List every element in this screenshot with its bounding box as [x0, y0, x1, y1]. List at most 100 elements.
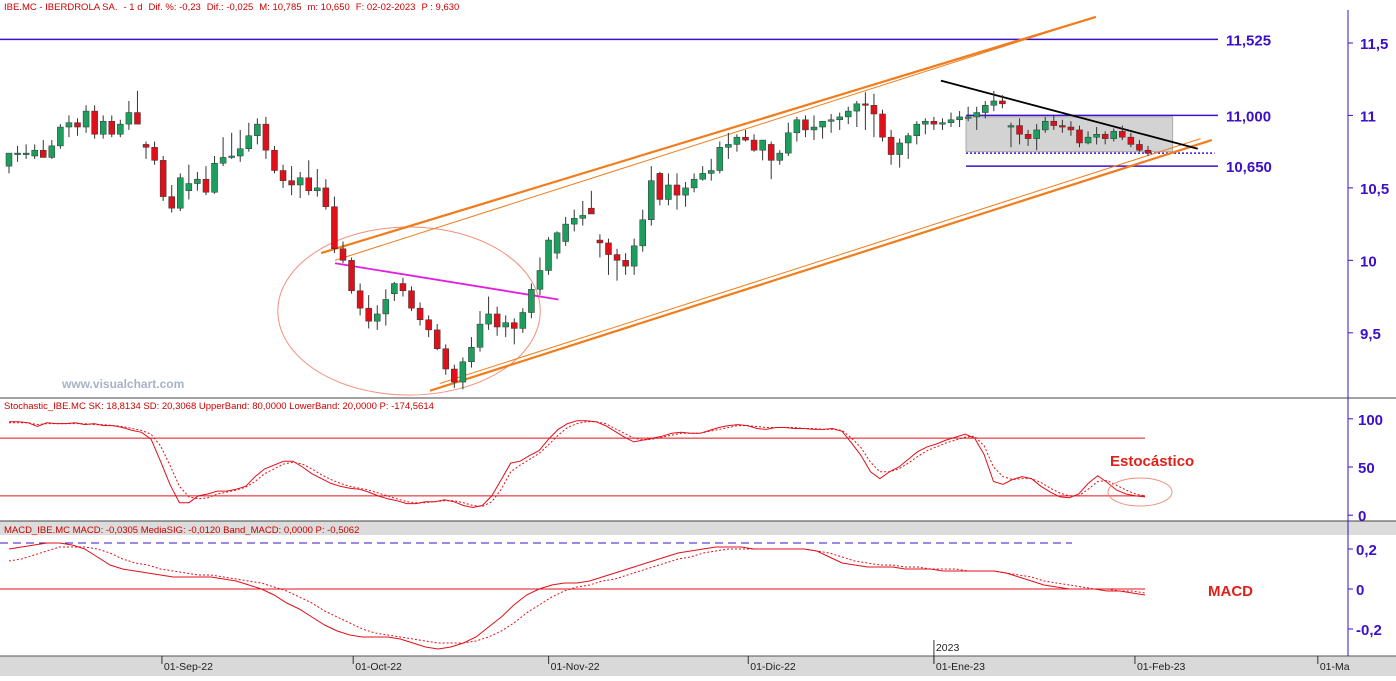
- candle-body: [887, 136, 895, 155]
- candle-body: [845, 110, 852, 118]
- candle-body: [742, 136, 749, 141]
- candle-body: [1076, 129, 1083, 144]
- level-label: 10,650: [1226, 159, 1272, 176]
- candle-body: [194, 178, 201, 184]
- candle-body: [219, 157, 227, 164]
- candle-body: [134, 112, 141, 125]
- candle-body: [630, 245, 638, 267]
- candle-body: [65, 122, 73, 128]
- candle-body: [947, 119, 955, 123]
- candle-body: [262, 123, 270, 151]
- candle-body: [896, 142, 903, 155]
- header-price: P : 9,630: [421, 2, 460, 13]
- stochastic-annotation: Estocástico: [1110, 453, 1195, 470]
- candle-body: [793, 119, 801, 134]
- candle-body: [288, 180, 295, 186]
- x-tick-label: 01-Nov-22: [551, 661, 600, 673]
- candle-body: [408, 290, 415, 309]
- macd-line-mediasig: [8, 546, 1146, 644]
- candle-body: [331, 206, 338, 249]
- candle-body: [1016, 125, 1023, 135]
- candle-body: [433, 329, 441, 349]
- candle-body: [648, 180, 655, 221]
- candle-body: [870, 105, 878, 115]
- candle-body: [956, 116, 963, 121]
- candle-body: [802, 119, 809, 131]
- candle-body: [939, 122, 946, 125]
- price-y-tick-label: 11,5: [1360, 36, 1388, 53]
- macd-y-tick-label: -0,2: [1356, 622, 1382, 639]
- panel-gap-1: [0, 398, 1396, 408]
- candle-body: [185, 183, 193, 192]
- candle-body: [365, 307, 372, 322]
- candle-body: [613, 254, 621, 261]
- candle-body: [1041, 120, 1049, 131]
- candle-body: [596, 239, 604, 244]
- candle-body: [1067, 126, 1075, 131]
- x-tick-label: 01-Sep-22: [164, 661, 213, 673]
- candle-body: [690, 178, 698, 189]
- macd-y-tick-label: 0,2: [1356, 542, 1377, 559]
- candle-body: [879, 113, 886, 138]
- candle-body: [40, 149, 47, 158]
- candle-body: [416, 307, 424, 321]
- stochastic-y-tick-label: 50: [1358, 460, 1375, 477]
- candle-body: [776, 152, 784, 161]
- candle-body: [639, 219, 646, 247]
- x-tick-label: 01-Ma: [1320, 661, 1350, 673]
- candle-body: [202, 178, 210, 193]
- candle-body: [750, 139, 758, 151]
- stochastic-y-tick-label: 0: [1358, 508, 1366, 525]
- stochastic-line-sk: [9, 420, 1146, 509]
- candle-body: [22, 152, 30, 155]
- candle-body: [485, 313, 492, 325]
- candles-group: [5, 90, 1152, 390]
- candle-body: [451, 368, 458, 383]
- candle-body: [827, 119, 835, 122]
- candle-body: [579, 215, 587, 219]
- x-tick-label: 01-Feb-23: [1137, 661, 1186, 673]
- candle-body: [570, 218, 578, 225]
- candle-body: [476, 323, 484, 348]
- candle-body: [990, 100, 998, 106]
- candle-body: [279, 170, 287, 181]
- candle-body: [1050, 120, 1058, 126]
- candle-body: [425, 319, 432, 331]
- header-dif-pct: Dif. %: -0,23: [148, 2, 201, 13]
- candle-body: [356, 290, 364, 309]
- candle-body: [305, 177, 312, 192]
- candle-body: [1007, 125, 1015, 128]
- header-dif: Dif.: -0,025: [206, 2, 254, 13]
- price-panel-header: IBE.MC - IBERDROLA SA. - 1 d Dif. %: -0,23…: [4, 2, 465, 13]
- candle-body: [922, 120, 929, 125]
- trendline-downtrend: [940, 79, 1198, 150]
- candle-body: [31, 149, 38, 157]
- candle-body: [622, 260, 629, 267]
- candle-body: [468, 347, 475, 363]
- candle-body: [1127, 136, 1135, 145]
- candle-body: [528, 289, 535, 313]
- candle-body: [151, 147, 158, 161]
- candle-body: [14, 152, 21, 155]
- level-label: 11,000: [1226, 108, 1271, 125]
- candle-body: [536, 270, 544, 290]
- candle-body: [1033, 129, 1040, 139]
- candle-body: [228, 155, 235, 158]
- stochastic-ellipse: [1107, 477, 1173, 507]
- candle-body: [1119, 131, 1126, 138]
- candle-body: [391, 283, 398, 294]
- level-label: 11,525: [1226, 32, 1271, 49]
- candle-body: [716, 147, 724, 171]
- candle-body: [82, 110, 90, 128]
- candle-body: [373, 313, 381, 322]
- candle-body: [399, 283, 407, 292]
- candle-body: [125, 112, 133, 125]
- header-max: M: 10,785: [259, 2, 302, 13]
- candle-body: [1144, 149, 1152, 154]
- candle-body: [57, 126, 64, 147]
- candle-body: [973, 112, 980, 118]
- candle-body: [767, 144, 775, 161]
- candle-body: [339, 248, 347, 261]
- candle-body: [493, 313, 501, 328]
- header-min: m: 10,650: [307, 2, 350, 13]
